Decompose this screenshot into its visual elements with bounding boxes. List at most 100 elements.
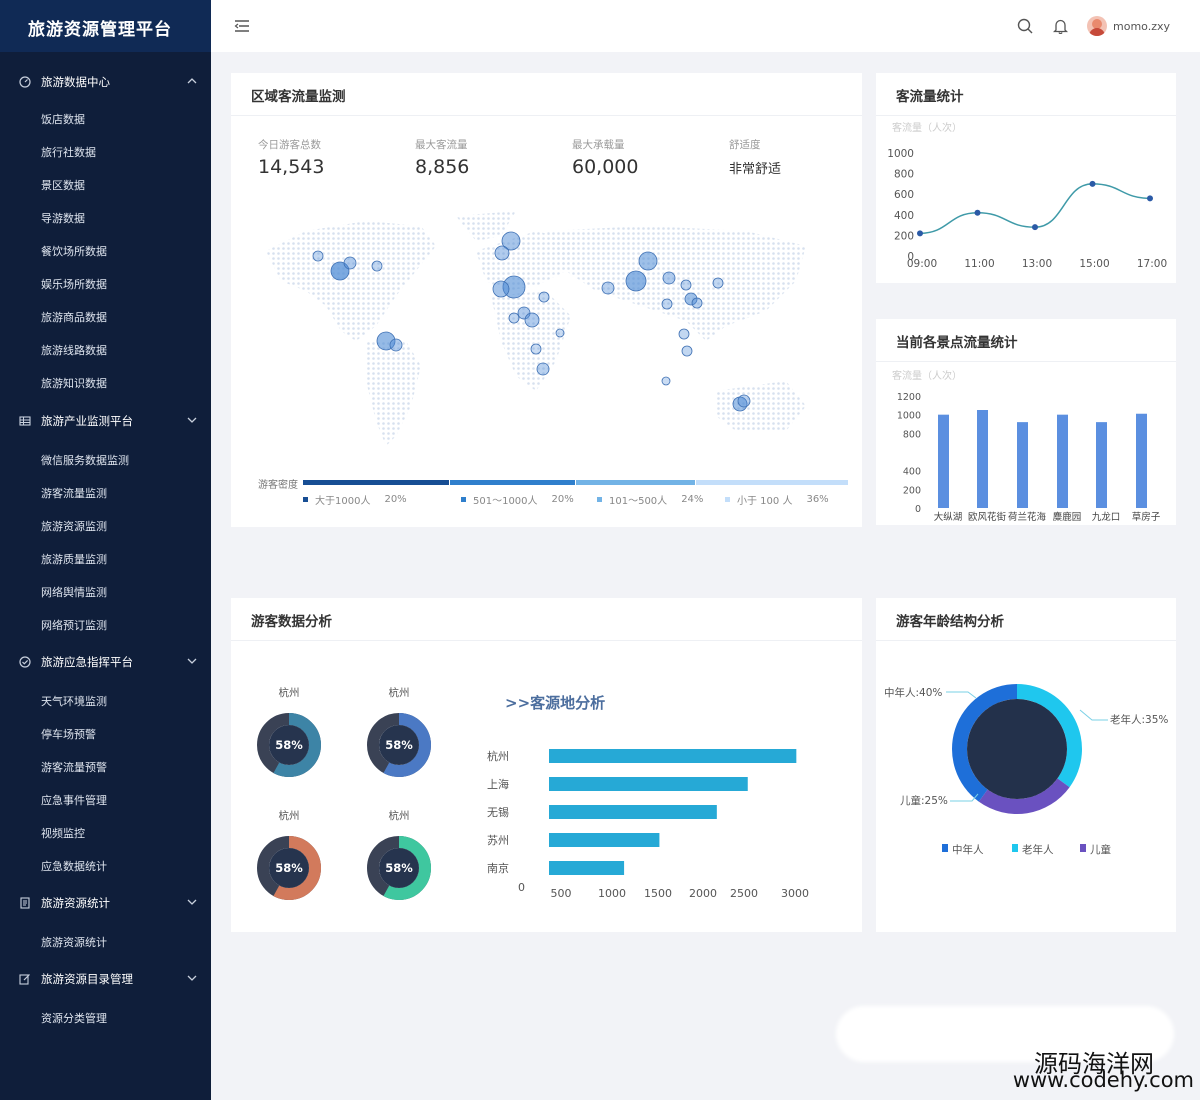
density-bubble [536, 362, 550, 376]
sidebar-item[interactable]: 娱乐场所数据 [0, 271, 211, 297]
donut-city-label: 杭州 [389, 809, 410, 822]
density-bubble [501, 231, 521, 251]
flow-point [1089, 180, 1096, 187]
y-tick-label: 0 [907, 251, 914, 263]
x-tick-label: 欧风花街 [968, 511, 1007, 523]
sidebar-group-label: 旅游资源目录管理 [41, 972, 133, 986]
sidebar-item[interactable]: 网络舆情监测 [0, 579, 211, 605]
legend-swatch [1012, 844, 1018, 852]
sidebar-item[interactable]: 应急数据统计 [0, 853, 211, 879]
x-tick-label: 15:00 [1079, 258, 1109, 270]
donut-pct-label: 58% [275, 738, 303, 752]
legend-pct: 36% [806, 494, 829, 505]
x-tick-label: 2500 [730, 887, 758, 900]
density-bubble [625, 270, 647, 292]
sidebar-item[interactable]: 旅游资源监测 [0, 513, 211, 539]
donut-center [269, 848, 309, 888]
chevron-down-icon[interactable] [186, 655, 198, 667]
sidebar-group-label: 旅游数据中心 [41, 75, 110, 89]
legend-label: 中年人 [952, 843, 984, 856]
age-slice [952, 684, 1017, 802]
sidebar-item[interactable]: 微信服务数据监测 [0, 447, 211, 473]
density-segment [696, 480, 848, 485]
chevron-down-icon[interactable] [186, 896, 198, 908]
sidebar-item[interactable]: 网络预订监测 [0, 612, 211, 638]
chevron-down-icon[interactable] [186, 414, 198, 426]
y-tick-label: 600 [894, 189, 914, 201]
bell-icon[interactable] [1051, 17, 1069, 35]
density-bubble [680, 279, 692, 291]
donut-arc [367, 836, 431, 900]
menu-toggle-icon[interactable] [233, 17, 251, 35]
sidebar-item[interactable]: 游客流量监测 [0, 480, 211, 506]
sidebar-item[interactable]: 资源分类管理 [0, 1005, 211, 1031]
x-tick-label: 17:00 [1137, 258, 1167, 270]
y-tick-label: 南京 [487, 861, 509, 875]
legend-label: 501～1000人 [473, 496, 538, 507]
spot-bar [1096, 422, 1107, 508]
sidebar-item[interactable]: 饭店数据 [0, 106, 211, 132]
donut-center [379, 725, 419, 765]
sidebar-group-4[interactable]: 旅游资源统计 [0, 890, 211, 916]
sidebar-item[interactable]: 游客流量预警 [0, 754, 211, 780]
source-bar [549, 805, 717, 819]
sidebar-group-5[interactable]: 旅游资源目录管理 [0, 966, 211, 992]
sidebar-item[interactable]: 景区数据 [0, 172, 211, 198]
stat-today-total: 今日游客总数 14,543 [258, 139, 325, 178]
sidebar-item[interactable]: 视频监控 [0, 820, 211, 846]
app-title: 旅游资源管理平台 [0, 0, 211, 52]
spot-bar [1057, 414, 1068, 508]
flow-stat-title: 客流量统计 [896, 89, 964, 105]
x-tick-label: 09:00 [907, 258, 937, 270]
spot-flow-card: 当前各景点流量统计 客流量（人次） 0 200 400 800 1000 1200 大纵湖 欧风… [876, 319, 1176, 525]
sidebar-item-label: 景区数据 [41, 179, 85, 192]
check-circle-icon [18, 655, 32, 669]
sidebar-item[interactable]: 旅游线路数据 [0, 337, 211, 363]
density-bubble [508, 312, 520, 324]
sidebar-item[interactable]: 应急事件管理 [0, 787, 211, 813]
sidebar-item[interactable]: 旅游质量监测 [0, 546, 211, 572]
spot-bar [1136, 413, 1147, 508]
y-tick-label: 1000 [887, 148, 914, 160]
density-bubble [538, 291, 550, 303]
sidebar-item-label: 网络舆情监测 [41, 586, 107, 599]
sidebar-item[interactable]: 旅游商品数据 [0, 304, 211, 330]
sidebar-group-3[interactable]: 旅游应急指挥平台 [0, 649, 211, 675]
source-bar [549, 749, 797, 763]
avatar[interactable] [1087, 16, 1107, 36]
spot-bar-chart: 客流量（人次） 0 200 400 800 1000 1200 大纵湖 欧风花街 荷兰花海 麋鹿园九… [892, 369, 1161, 523]
source-analysis-title: >>客源地分析 [505, 694, 606, 712]
legend-label: 小于 100 人 [737, 496, 793, 507]
user-name[interactable]: momo.zxy [1113, 20, 1170, 33]
sidebar-item[interactable]: 旅游资源统计 [0, 929, 211, 955]
sidebar-item[interactable]: 旅游知识数据 [0, 370, 211, 396]
regional-flow-card: 区域客流量监测 今日游客总数 14,543 最大客流量 8,856 最大承载量 60,… [231, 73, 862, 527]
sidebar: 旅游资源管理平台 旅游数据中心饭店数据旅行社数据景区数据导游数据餐饮场所数据 娱乐… [0, 0, 211, 1100]
flow-point [974, 209, 981, 216]
chevron-up-icon[interactable] [186, 75, 198, 87]
watermark-url: www.codehy.com [1012, 1068, 1194, 1092]
sidebar-item-label: 游客流量监测 [41, 487, 107, 500]
sidebar-item[interactable]: 旅行社数据 [0, 139, 211, 165]
sidebar-item[interactable]: 停车场预警 [0, 721, 211, 747]
y-tick-label: 1200 [897, 392, 921, 403]
search-icon[interactable] [1016, 17, 1034, 35]
density-bubble [371, 260, 383, 272]
age-structure-card: 游客年龄结构分析 中年人:40% 老年人:35% 儿童:25% 中年人 老年人 儿童 [876, 598, 1176, 932]
sidebar-group-1[interactable]: 旅游数据中心 [0, 69, 211, 95]
density-bubble [530, 343, 542, 355]
spot-bar [1017, 422, 1028, 508]
label-leader [946, 691, 977, 699]
age-slice [1017, 684, 1082, 788]
sidebar-item[interactable]: 餐饮场所数据 [0, 238, 211, 264]
sidebar-item[interactable]: 天气环境监测 [0, 688, 211, 714]
sidebar-item-label: 天气环境监测 [41, 695, 107, 708]
x-zero-label: 0 [518, 881, 525, 894]
chevron-down-icon[interactable] [186, 972, 198, 984]
donut-pct-label: 58% [385, 861, 413, 875]
x-tick-label: 13:00 [1022, 258, 1052, 270]
sidebar-group-2[interactable]: 旅游产业监测平台 [0, 408, 211, 434]
sidebar-item[interactable]: 导游数据 [0, 205, 211, 231]
sidebar-item-label: 资源分类管理 [41, 1012, 107, 1025]
age-pie-center [967, 699, 1067, 799]
